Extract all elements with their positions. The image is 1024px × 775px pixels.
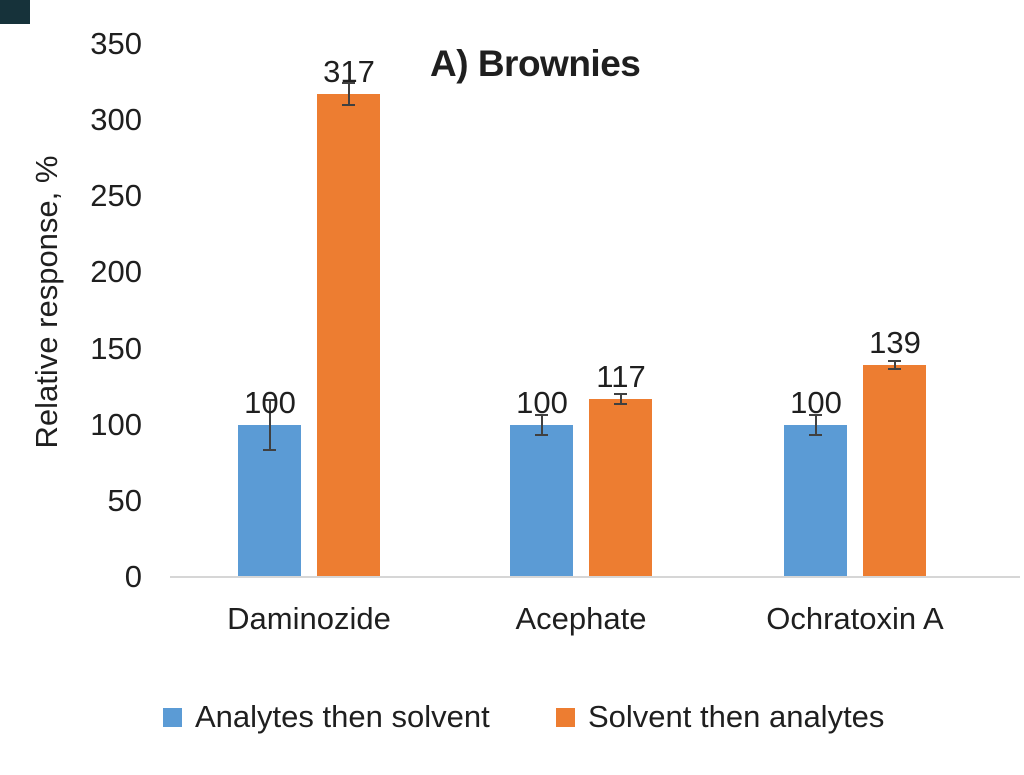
bar-solvent-then-analytes-ochratoxin-a <box>863 365 926 577</box>
error-bar-solvent-then-analytes-ochratoxin-a <box>888 360 901 370</box>
error-bar-stem <box>540 414 543 436</box>
error-bar-stem <box>893 360 896 370</box>
y-tick-350: 350 <box>90 26 142 61</box>
y-tick-200: 200 <box>90 254 142 289</box>
bar-solvent-then-analytes-daminozide <box>317 94 380 577</box>
value-label-analytes-then-solvent-ochratoxin-a: 100 <box>790 385 842 420</box>
error-bar-analytes-then-solvent-acephate <box>535 414 548 436</box>
y-tick-50: 50 <box>107 483 142 518</box>
legend-swatch-blue-icon <box>163 707 182 727</box>
error-bar-stem <box>347 82 350 106</box>
plot-area: 100 100 100 317 117 139 <box>170 44 1020 578</box>
legend-label-solvent-then-analytes: Solvent then analytes <box>588 699 885 734</box>
bar-solvent-then-analytes-acephate <box>589 399 652 577</box>
bar-analytes-then-solvent-ochratoxin-a <box>784 425 847 577</box>
error-bar-analytes-then-solvent-ochratoxin-a <box>809 414 822 436</box>
legend-item-analytes-then-solvent: Analytes then solvent <box>163 698 490 736</box>
error-bar-cap <box>809 434 822 436</box>
bar-analytes-then-solvent-acephate <box>510 425 573 577</box>
y-tick-150: 150 <box>90 331 142 366</box>
value-label-solvent-then-analytes-ochratoxin-a: 139 <box>869 325 921 360</box>
y-tick-250: 250 <box>90 178 142 213</box>
x-label-ochratoxin-a: Ochratoxin A <box>766 601 944 636</box>
y-tick-0: 0 <box>124 559 142 594</box>
legend-item-solvent-then-analytes: Solvent then analytes <box>556 698 884 736</box>
error-bar-stem <box>619 393 622 405</box>
y-tick-100: 100 <box>90 407 142 442</box>
error-bar-cap <box>342 104 355 106</box>
error-bar-solvent-then-analytes-daminozide <box>342 82 355 106</box>
error-bar-solvent-then-analytes-acephate <box>614 393 627 405</box>
chart-title: A) Brownies <box>430 43 641 84</box>
legend-swatch-orange-icon <box>556 707 575 727</box>
x-axis-line <box>170 576 1020 578</box>
legend-label-analytes-then-solvent: Analytes then solvent <box>195 699 490 734</box>
y-tick-300: 300 <box>90 102 142 137</box>
error-bar-cap <box>614 403 627 405</box>
error-bar-stem <box>814 414 817 436</box>
corner-artifact <box>0 0 30 24</box>
value-label-solvent-then-analytes-acephate: 117 <box>596 359 646 394</box>
error-bar-stem <box>268 399 271 451</box>
x-label-daminozide: Daminozide <box>227 601 391 636</box>
error-bar-analytes-then-solvent-daminozide <box>263 399 276 451</box>
error-bar-cap <box>888 368 901 370</box>
x-label-acephate: Acephate <box>515 601 647 636</box>
value-label-analytes-then-solvent-acephate: 100 <box>516 385 568 420</box>
value-label-analytes-then-solvent-daminozide: 100 <box>244 385 296 420</box>
error-bar-cap <box>535 434 548 436</box>
value-label-solvent-then-analytes-daminozide: 317 <box>323 54 375 89</box>
error-bar-cap <box>263 449 276 451</box>
